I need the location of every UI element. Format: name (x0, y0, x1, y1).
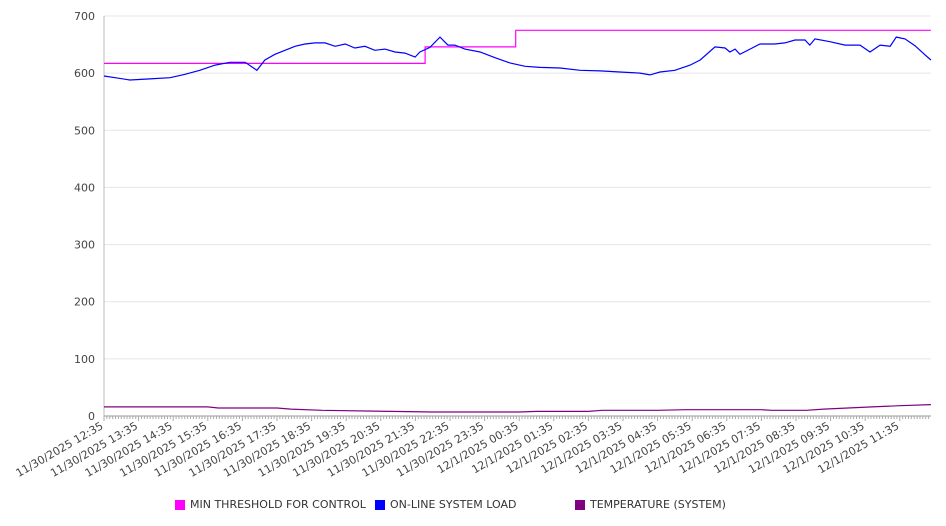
y-tick-label: 600 (74, 67, 95, 80)
series-line-1 (103, 36, 932, 81)
y-tick-label: 100 (74, 353, 95, 366)
legend-swatch (175, 499, 185, 510)
legend-item-load[interactable]: ON-LINE SYSTEM LOAD (375, 498, 516, 511)
y-tick-label: 300 (74, 239, 95, 252)
y-tick-label: 400 (74, 181, 95, 194)
legend-item-threshold[interactable]: MIN THRESHOLD FOR CONTROL (175, 498, 366, 511)
legend-item-temperature[interactable]: TEMPERATURE (SYSTEM) (575, 498, 726, 511)
legend-swatch (575, 499, 585, 510)
y-tick-label: 700 (74, 10, 95, 23)
y-tick-label: 500 (74, 124, 95, 137)
legend: MIN THRESHOLD FOR CONTROL ON-LINE SYSTEM… (0, 498, 946, 514)
series-line-0 (104, 29, 931, 64)
y-tick-label: 200 (74, 296, 95, 309)
series-lines (103, 29, 932, 413)
legend-label: TEMPERATURE (SYSTEM) (590, 498, 726, 511)
grid-lines (104, 15, 931, 360)
series-line-2 (104, 404, 931, 413)
legend-label: MIN THRESHOLD FOR CONTROL (190, 498, 366, 511)
legend-swatch (375, 499, 385, 510)
y-axis: 0 100 200 300 400 500 600 700 (74, 10, 105, 423)
legend-label: ON-LINE SYSTEM LOAD (390, 498, 517, 511)
y-tick-label: 0 (88, 410, 95, 423)
